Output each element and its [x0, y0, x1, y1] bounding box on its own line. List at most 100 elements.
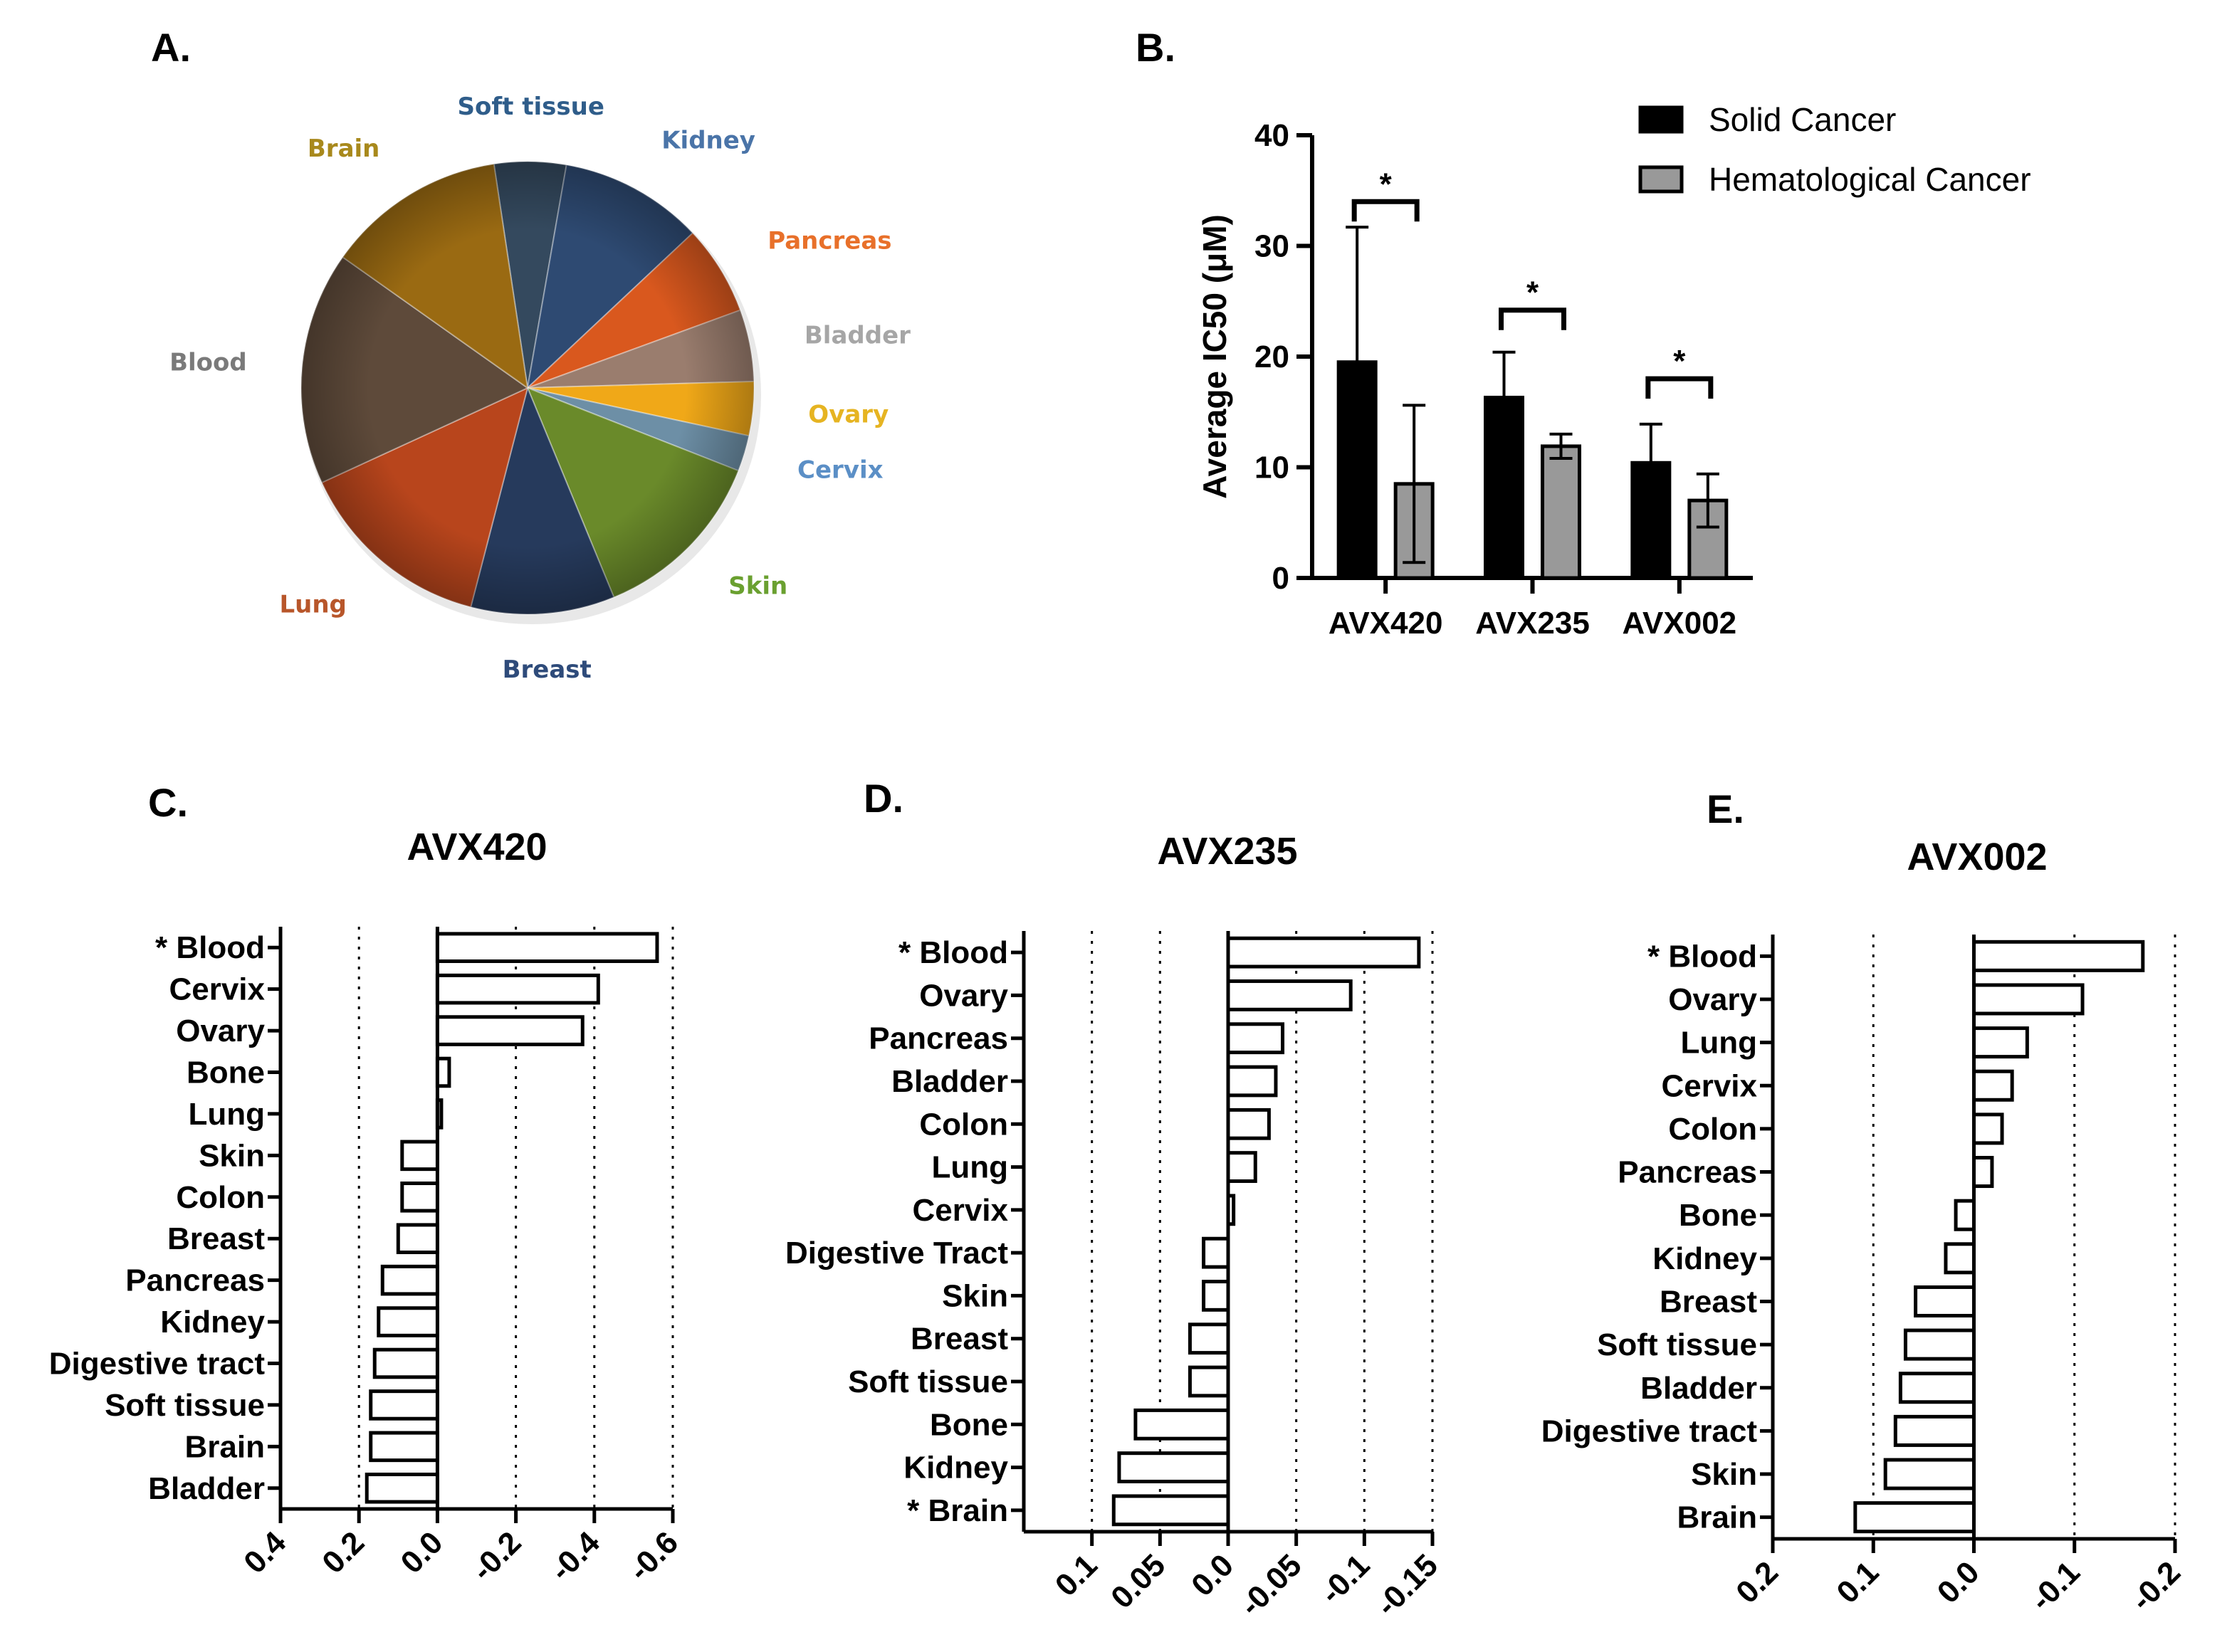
ic50-y-axis-label: Average IC50 (μM)	[1196, 214, 1233, 499]
avx002-bar-brain	[1853, 1501, 1976, 1534]
avx235-bar-lung	[1226, 1151, 1257, 1183]
avx420-x-tick-label: -0.6	[622, 1525, 685, 1587]
ic50-y-tick-label: 20	[1254, 340, 1289, 374]
ic50-y-tick-label: 0	[1272, 561, 1289, 596]
avx002-category-label-bone: Bone	[1679, 1198, 1757, 1233]
avx420-category-label-bone: Bone	[187, 1056, 265, 1090]
avx420-bar-chart: AVX420 0.4 0.2 0.0 -0.2 -0.4 -0.6 * Blood Cervix…	[49, 826, 685, 1588]
avx235-category-label-brain: * Brain	[907, 1493, 1008, 1528]
avx235-bar-colon	[1226, 1108, 1271, 1140]
avx002-bar-ovary	[1972, 983, 2085, 1016]
avx420-x-tick-label: 0.2	[315, 1525, 371, 1580]
ic50-x-tick-label-avx420: AVX420	[1329, 606, 1443, 641]
avx235-bar-cervix	[1226, 1194, 1236, 1226]
pie-label-brain: Brain	[308, 135, 380, 163]
avx235-bar-digestive-tract	[1202, 1236, 1230, 1269]
avx420-category-label-skin: Skin	[199, 1138, 265, 1173]
avx235-category-label-bladder: Bladder	[891, 1064, 1008, 1099]
avx420-category-label-brain: Brain	[185, 1429, 265, 1464]
pie-label-lung: Lung	[279, 591, 346, 619]
avx420-bar-brain	[369, 1431, 439, 1463]
avx420-category-label-bladder: Bladder	[148, 1471, 265, 1506]
avx002-bar-cervix	[1972, 1069, 2014, 1102]
avx420-bar-kidney	[377, 1306, 439, 1337]
avx420-bar-pancreas	[380, 1264, 439, 1296]
ic50-significance-star: *	[1526, 275, 1539, 310]
avx002-x-tick-label: -0.1	[2024, 1554, 2087, 1617]
ic50-y-tick-label: 10	[1254, 451, 1289, 485]
avx420-bar-cervix	[435, 973, 600, 1005]
avx235-bar-pancreas	[1226, 1022, 1285, 1055]
avx420-category-label-pancreas: Pancreas	[125, 1263, 265, 1298]
avx235-bar-chart: AVX235 0.1 0.05 0.0-0.05 -0.1-0.15 * Blood Ova…	[785, 830, 1445, 1623]
ic50-bar-solid-cancer-avx420	[1336, 360, 1378, 580]
ic50-legend-swatch-solid-cancer	[1638, 105, 1684, 134]
ic50-bar-solid-cancer-avx002	[1630, 461, 1672, 580]
avx420-category-label-breast: Breast	[167, 1221, 265, 1256]
avx420-category-label-colon: Colon	[176, 1180, 265, 1215]
ic50-legend-swatch-hematological-cancer	[1638, 165, 1684, 194]
pie-label-cervix: Cervix	[797, 456, 884, 485]
avx002-category-label-digestive-tract: Digestive tract	[1541, 1414, 1758, 1448]
avx420-category-label-ovary: Ovary	[176, 1014, 265, 1048]
avx002-category-label-blood: * Blood	[1647, 939, 1757, 974]
ic50-bar-solid-cancer-avx235	[1484, 396, 1524, 580]
avx002-bar-lung	[1972, 1026, 2029, 1059]
avx002-bar-chart: AVX002 0.2 0.1 0.0 -0.1 -0.2 * Blood Ovary Lung C…	[1541, 836, 2187, 1618]
panel-letter-b: B.	[1136, 25, 1175, 70]
avx235-bar-bone	[1133, 1408, 1230, 1441]
avx420-x-tick-label: -0.2	[465, 1525, 528, 1587]
avx002-category-label-soft-tissue: Soft tissue	[1597, 1327, 1757, 1362]
ic50-x-tick-label-avx235: AVX235	[1475, 606, 1590, 641]
avx235-category-label-skin: Skin	[942, 1278, 1008, 1313]
avx420-bar-skin	[400, 1140, 439, 1172]
ic50-significance-bracket	[1645, 376, 1714, 399]
avx002-bar-breast	[1914, 1285, 1976, 1317]
avx235-category-label-soft-tissue: Soft tissue	[848, 1364, 1008, 1399]
avx235-bar-breast	[1188, 1322, 1230, 1355]
avx002-title: AVX002	[1907, 836, 2047, 878]
avx420-bar-colon	[400, 1182, 439, 1213]
avx002-x-tick-label: -0.2	[2124, 1554, 2187, 1617]
avx420-category-label-cervix: Cervix	[169, 972, 265, 1007]
avx235-x-tick-label: -0.15	[1370, 1547, 1445, 1623]
avx002-category-label-cervix: Cervix	[1661, 1068, 1757, 1103]
avx420-x-tick-label: 0.0	[394, 1525, 450, 1580]
avx235-bar-blood	[1226, 936, 1421, 969]
avx235-category-label-pancreas: Pancreas	[869, 1021, 1008, 1056]
avx235-category-label-blood: * Blood	[898, 935, 1008, 970]
avx235-bar-soft-tissue	[1188, 1365, 1230, 1398]
avx235-bar-skin	[1202, 1280, 1230, 1312]
pie-label-breast: Breast	[503, 656, 592, 684]
avx420-bar-digestive-tract	[372, 1347, 439, 1379]
avx235-bar-bladder	[1226, 1065, 1278, 1098]
avx235-category-label-cervix: Cervix	[912, 1193, 1008, 1228]
avx002-category-label-kidney: Kidney	[1652, 1241, 1757, 1276]
pie-label-bladder: Bladder	[805, 321, 911, 349]
ic50-significance-star: *	[1380, 167, 1393, 201]
pie-label-kidney: Kidney	[661, 127, 755, 155]
panel-letter-e: E.	[1707, 786, 1744, 831]
avx002-bar-pancreas	[1972, 1156, 1994, 1189]
avx235-bar-kidney	[1117, 1451, 1230, 1483]
panel-letter-d: D.	[864, 776, 903, 821]
avx420-x-tick-label: 0.4	[237, 1525, 293, 1580]
avx002-x-tick-label: 0.0	[1931, 1554, 1986, 1610]
pie-label-blood: Blood	[169, 348, 247, 377]
avx235-category-label-colon: Colon	[919, 1107, 1008, 1142]
avx235-x-tick-label: 0.1	[1049, 1547, 1104, 1603]
avx235-category-label-breast: Breast	[911, 1322, 1008, 1357]
avx420-bar-breast	[396, 1223, 439, 1254]
avx235-x-tick-label: 0.0	[1185, 1547, 1240, 1603]
ic50-y-tick-label: 40	[1254, 118, 1289, 153]
avx235-bar-brain	[1111, 1494, 1230, 1527]
avx002-bar-digestive-tract	[1893, 1414, 1976, 1447]
avx235-category-label-lung: Lung	[931, 1150, 1008, 1185]
pie-label-soft-tissue: Soft tissue	[458, 93, 604, 121]
ic50-significance-bracket	[1499, 307, 1566, 330]
avx420-category-label-blood: * Blood	[155, 930, 265, 965]
avx002-bar-kidney	[1944, 1242, 1976, 1275]
pie-label-ovary: Ovary	[808, 401, 889, 429]
avx002-x-tick-label: 0.2	[1729, 1554, 1785, 1610]
avx002-bar-bladder	[1898, 1372, 1976, 1404]
